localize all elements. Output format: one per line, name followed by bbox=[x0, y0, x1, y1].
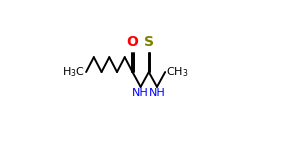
Text: NH: NH bbox=[132, 88, 149, 98]
Text: NH: NH bbox=[148, 88, 165, 98]
Text: H$_3$C: H$_3$C bbox=[62, 65, 86, 79]
Text: S: S bbox=[144, 35, 154, 49]
Text: CH$_3$: CH$_3$ bbox=[166, 65, 188, 79]
Text: O: O bbox=[127, 35, 138, 49]
